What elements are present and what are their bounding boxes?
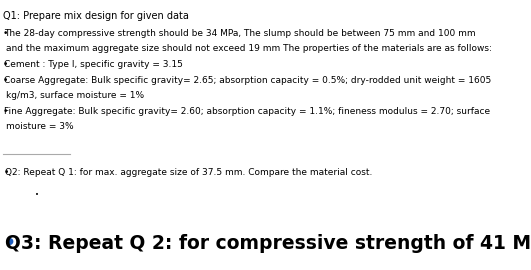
Text: •: •: [3, 60, 8, 69]
Text: The 28-day compressive strength should be 34 MPa, The slump should be between 75: The 28-day compressive strength should b…: [4, 29, 476, 38]
Text: •: •: [3, 107, 8, 116]
Text: and the maximum aggregate size should not exceed 19 mm The properties of the mat: and the maximum aggregate size should no…: [6, 44, 492, 53]
Text: •: •: [4, 168, 9, 177]
Text: Coarse Aggregate: Bulk specific gravity= 2.65; absorption capacity = 0.5%; dry-r: Coarse Aggregate: Bulk specific gravity=…: [4, 76, 492, 85]
Text: kg/m3, surface moisture = 1%: kg/m3, surface moisture = 1%: [6, 91, 144, 100]
Text: Fine Aggregate: Bulk specific gravity= 2.60; absorption capacity = 1.1%; finenes: Fine Aggregate: Bulk specific gravity= 2…: [4, 107, 490, 116]
Text: •: •: [4, 234, 16, 253]
Text: •: •: [3, 76, 8, 85]
Text: •: •: [35, 193, 39, 198]
Text: Q2: Repeat Q 1: for max. aggregate size of 37.5 mm. Compare the material cost.: Q2: Repeat Q 1: for max. aggregate size …: [5, 168, 373, 177]
Text: Q3: Repeat Q 2: for compressive strength of 41 MPa. Compare the material cost: Q3: Repeat Q 2: for compressive strength…: [5, 234, 531, 253]
Text: moisture = 3%: moisture = 3%: [6, 122, 74, 131]
Text: Q1: Prepare mix design for given data: Q1: Prepare mix design for given data: [4, 11, 190, 21]
Text: •: •: [3, 29, 8, 38]
Text: Cement : Type I, specific gravity = 3.15: Cement : Type I, specific gravity = 3.15: [4, 60, 183, 69]
